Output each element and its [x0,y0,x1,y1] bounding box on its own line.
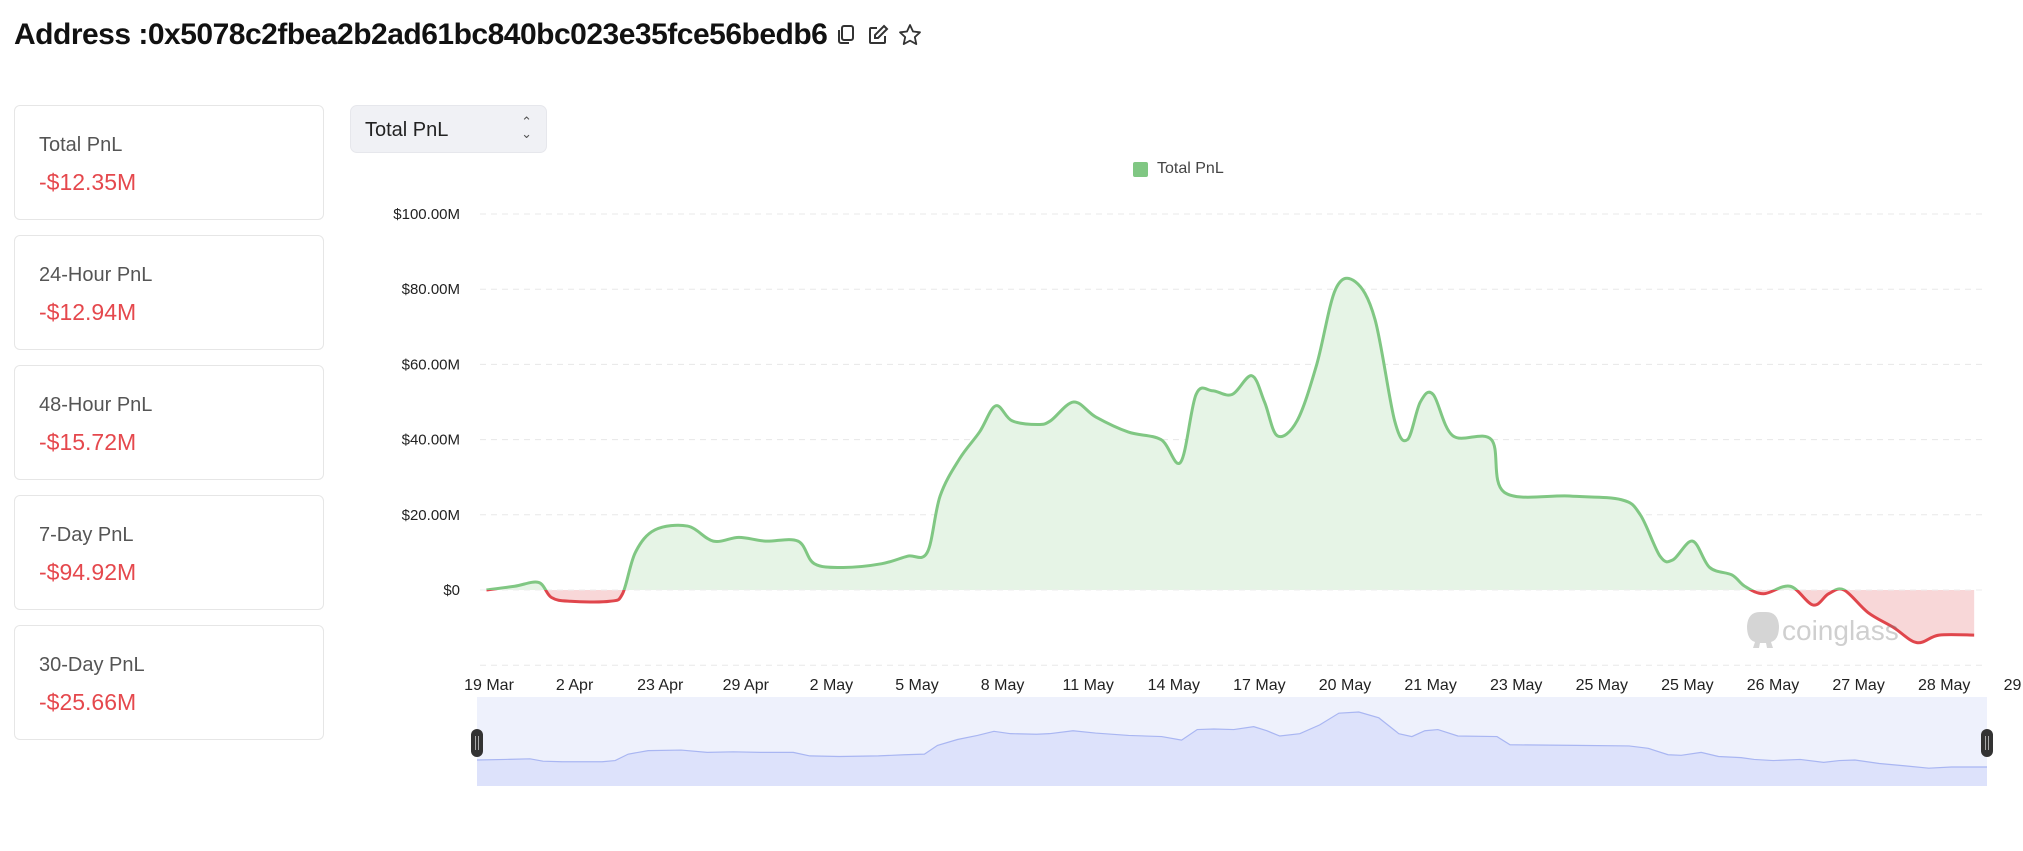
y-tick-label: $100.00M [393,206,460,223]
star-icon[interactable] [897,22,923,48]
metric-select[interactable]: Total PnL ⌃ ⌄ [350,105,547,153]
stat-card-24h-pnl: 24-Hour PnL -$12.94M [14,235,324,350]
chevron-updown-icon: ⌃ ⌄ [521,114,532,141]
stat-label: Total PnL [39,134,123,156]
edit-icon[interactable] [865,22,891,48]
chart-legend-item[interactable]: Total PnL [1133,160,1224,178]
x-tick-label: 29 Apr [723,677,770,694]
x-tick-label: 19 Mar [464,677,514,694]
x-tick-label: 27 May [1832,677,1884,694]
x-tick-label: 17 May [1233,677,1285,694]
y-tick-label: $60.00M [402,356,460,373]
coinglass-watermark: coinglass [1747,612,1899,648]
y-tick-label: $80.00M [402,281,460,298]
x-tick-label: 5 May [895,677,939,694]
x-tick-label: 25 May [1661,677,1713,694]
zoom-handle-right[interactable] [1981,729,1993,757]
zoom-slider-area [477,712,1987,786]
stat-label: 7-Day PnL [39,524,134,546]
x-tick-label: 2 Apr [556,677,594,694]
y-tick-label: $0 [443,582,460,599]
address-label: Address : [14,18,148,51]
x-tick-label: 21 May [1404,677,1456,694]
stat-value: -$25.66M [39,689,137,715]
stat-value: -$12.35M [39,169,137,195]
address-value: 0x5078c2fbea2b2ad61bc840bc023e35fce56bed… [147,18,828,51]
zoom-slider-line [476,711,1987,769]
coinglass-logo-icon [1747,612,1779,648]
series-line-positive [486,276,1847,590]
metric-select-value: Total PnL [365,119,449,141]
stat-label: 48-Hour PnL [39,394,153,416]
x-tick-label: 23 May [1490,677,1542,694]
stat-label: 24-Hour PnL [39,264,153,286]
stat-card-7d-pnl: 7-Day PnL -$94.92M [14,495,324,610]
stat-card-30d-pnl: 30-Day PnL -$25.66M [14,625,324,740]
stat-value: -$12.94M [39,299,137,325]
positive-area [486,278,1975,590]
y-tick-label: $40.00M [402,432,460,449]
stat-card-total-pnl: Total PnL -$12.35M [14,105,324,220]
stat-value: -$15.72M [39,429,137,455]
x-tick-label: 14 May [1148,677,1200,694]
x-tick-label: 8 May [981,677,1025,694]
legend-swatch [1133,161,1148,177]
stat-value: -$94.92M [39,559,137,585]
x-tick-label: 25 May [1576,677,1628,694]
x-tick-label: 28 May [1918,677,1970,694]
stat-label: 30-Day PnL [39,654,145,676]
x-tick-label: 2 May [810,677,854,694]
legend-label: Total PnL [1157,160,1224,177]
x-tick-label: 20 May [1319,677,1371,694]
x-tick-label: 26 May [1747,677,1799,694]
y-tick-label: $20.00M [402,507,460,524]
stat-card-48h-pnl: 48-Hour PnL -$15.72M [14,365,324,480]
zoom-handle-left[interactable] [471,729,483,757]
x-tick-label: 29 May [2004,677,2023,694]
address-header: Address : 0x5078c2fbea2b2ad61bc840bc023e… [14,18,923,52]
copy-icon[interactable] [833,22,859,48]
watermark-text: coinglass [1782,615,1899,646]
x-tick-label: 11 May [1063,677,1114,694]
x-tick-label: 23 Apr [637,677,684,694]
